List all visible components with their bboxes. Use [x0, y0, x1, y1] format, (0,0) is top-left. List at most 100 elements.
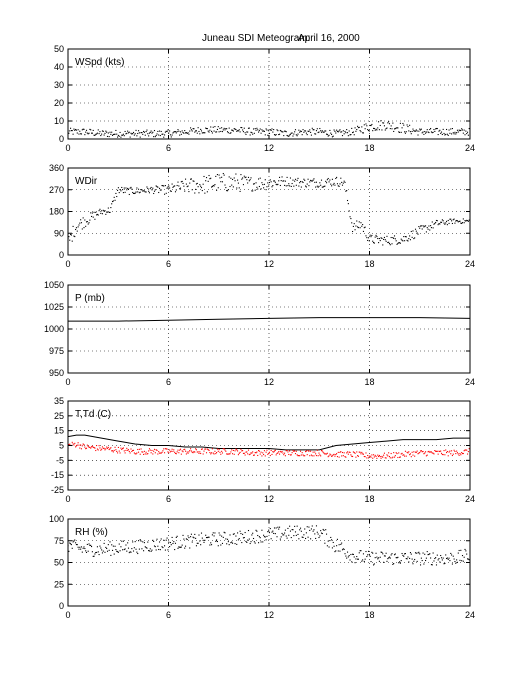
- data-point: [293, 185, 295, 187]
- data-point: [144, 453, 146, 455]
- data-point: [295, 134, 297, 136]
- data-point: [435, 221, 437, 224]
- data-point: [410, 553, 412, 555]
- data-point: [231, 453, 234, 455]
- data-point: [89, 219, 91, 221]
- data-point: [341, 131, 343, 133]
- data-point: [299, 450, 302, 452]
- data-point: [72, 133, 74, 135]
- data-point: [184, 178, 187, 180]
- data-point: [342, 182, 344, 184]
- data-point: [190, 129, 192, 131]
- data-point: [332, 135, 334, 137]
- data-point: [85, 447, 88, 449]
- data-point: [179, 134, 181, 136]
- data-point: [207, 449, 209, 451]
- data-point: [148, 550, 150, 552]
- data-point: [164, 134, 166, 136]
- data-point: [289, 450, 291, 452]
- data-point: [289, 530, 292, 532]
- data-point: [233, 128, 235, 130]
- data-point: [125, 544, 127, 546]
- data-point: [451, 454, 453, 457]
- data-point: [393, 130, 395, 133]
- data-point: [156, 186, 158, 188]
- data-point: [249, 134, 251, 136]
- data-point: [191, 189, 193, 191]
- data-point: [284, 452, 286, 454]
- data-point: [228, 544, 230, 546]
- data-point: [403, 236, 405, 238]
- data-point: [405, 455, 407, 457]
- data-point: [247, 131, 249, 133]
- data-point: [240, 174, 242, 176]
- data-point: [228, 127, 230, 129]
- panel-label: WSpd (kts): [75, 57, 124, 68]
- data-point: [420, 557, 422, 559]
- data-point: [419, 564, 422, 566]
- data-point: [325, 529, 327, 531]
- data-point: [231, 184, 233, 186]
- data-point: [179, 188, 181, 190]
- data-point: [383, 561, 385, 563]
- data-point: [70, 127, 72, 129]
- data-point: [238, 452, 240, 454]
- data-point: [88, 222, 90, 224]
- data-point: [86, 132, 88, 134]
- data-point: [331, 455, 333, 457]
- data-point: [310, 454, 312, 456]
- data-point: [355, 130, 357, 132]
- data-point: [108, 448, 110, 451]
- data-point: [200, 185, 202, 187]
- data-point: [378, 121, 380, 123]
- data-point: [90, 545, 93, 548]
- data-point: [117, 551, 119, 553]
- data-point: [117, 551, 119, 553]
- data-point: [415, 451, 417, 453]
- data-point: [195, 188, 197, 190]
- data-point: [333, 545, 335, 547]
- data-point: [231, 129, 233, 131]
- data-point: [224, 129, 226, 131]
- data-point: [313, 178, 315, 180]
- data-point: [195, 130, 198, 132]
- data-point: [449, 560, 451, 562]
- data-point: [174, 549, 176, 551]
- data-point: [71, 547, 73, 549]
- data-point: [328, 455, 330, 457]
- data-point: [150, 130, 152, 132]
- data-point: [227, 453, 229, 455]
- data-point: [373, 127, 375, 130]
- data-point: [329, 129, 331, 131]
- data-point: [375, 128, 377, 130]
- data-point: [308, 185, 310, 187]
- data-point: [313, 529, 315, 531]
- data-point: [92, 446, 94, 448]
- data-point: [98, 133, 100, 135]
- data-point: [393, 128, 396, 130]
- data-point: [226, 453, 228, 455]
- data-point: [367, 454, 369, 457]
- data-point: [335, 132, 337, 134]
- data-point: [339, 550, 341, 552]
- data-point: [386, 127, 388, 129]
- data-point: [398, 562, 400, 564]
- data-point: [307, 130, 309, 132]
- data-point: [292, 449, 294, 452]
- data-point: [167, 549, 169, 551]
- data-point: [119, 189, 121, 191]
- data-point: [289, 177, 292, 179]
- data-point: [282, 180, 284, 182]
- data-point: [434, 449, 436, 452]
- data-point: [320, 179, 323, 181]
- x-tick-label: 0: [65, 610, 70, 620]
- data-point: [101, 448, 103, 450]
- data-point: [404, 450, 406, 452]
- data-point: [425, 225, 427, 227]
- data-point: [269, 454, 271, 457]
- data-point: [255, 529, 257, 531]
- data-point: [311, 455, 313, 457]
- data-point: [446, 452, 448, 454]
- data-point: [350, 134, 352, 136]
- data-point: [311, 525, 313, 527]
